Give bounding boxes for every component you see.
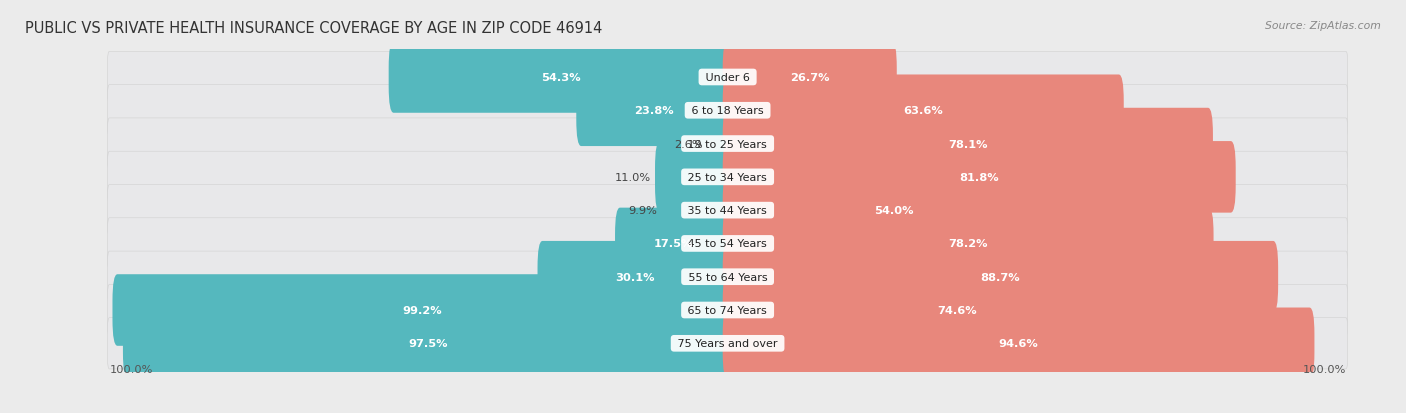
Text: 11.0%: 11.0% [614,173,651,183]
FancyBboxPatch shape [723,308,1315,379]
FancyBboxPatch shape [723,142,1236,213]
FancyBboxPatch shape [723,75,1123,147]
FancyBboxPatch shape [107,119,1347,170]
Text: 99.2%: 99.2% [402,305,443,315]
Text: 17.5%: 17.5% [654,239,693,249]
Text: 88.7%: 88.7% [980,272,1021,282]
Text: 23.8%: 23.8% [634,106,675,116]
FancyBboxPatch shape [655,142,733,213]
Text: Source: ZipAtlas.com: Source: ZipAtlas.com [1265,21,1381,31]
Text: 26.7%: 26.7% [790,73,830,83]
Text: 35 to 44 Years: 35 to 44 Years [685,206,770,216]
Text: 78.1%: 78.1% [948,139,987,149]
Text: 55 to 64 Years: 55 to 64 Years [685,272,770,282]
FancyBboxPatch shape [537,241,733,313]
Text: 25 to 34 Years: 25 to 34 Years [685,173,770,183]
FancyBboxPatch shape [107,52,1347,103]
Text: 75 Years and over: 75 Years and over [673,339,782,349]
FancyBboxPatch shape [723,208,1213,280]
FancyBboxPatch shape [107,185,1347,236]
Text: 54.0%: 54.0% [875,206,914,216]
FancyBboxPatch shape [707,109,733,180]
Text: PUBLIC VS PRIVATE HEALTH INSURANCE COVERAGE BY AGE IN ZIP CODE 46914: PUBLIC VS PRIVATE HEALTH INSURANCE COVER… [25,21,603,36]
FancyBboxPatch shape [107,318,1347,369]
FancyBboxPatch shape [662,175,733,246]
Text: 6 to 18 Years: 6 to 18 Years [688,106,768,116]
FancyBboxPatch shape [107,218,1347,269]
FancyBboxPatch shape [723,42,897,114]
FancyBboxPatch shape [576,75,733,147]
Text: 19 to 25 Years: 19 to 25 Years [685,139,770,149]
Text: 81.8%: 81.8% [959,173,1000,183]
FancyBboxPatch shape [614,208,733,280]
FancyBboxPatch shape [723,109,1213,180]
Text: 54.3%: 54.3% [541,73,581,83]
FancyBboxPatch shape [723,275,1191,346]
Text: 30.1%: 30.1% [616,272,655,282]
Text: 2.6%: 2.6% [673,139,703,149]
FancyBboxPatch shape [107,252,1347,303]
Text: 65 to 74 Years: 65 to 74 Years [685,305,770,315]
FancyBboxPatch shape [107,152,1347,203]
FancyBboxPatch shape [107,85,1347,137]
FancyBboxPatch shape [122,308,733,379]
FancyBboxPatch shape [112,275,733,346]
Text: 100.0%: 100.0% [110,364,153,374]
Text: 78.2%: 78.2% [949,239,988,249]
Text: 45 to 54 Years: 45 to 54 Years [685,239,770,249]
Text: 74.6%: 74.6% [938,305,977,315]
Text: 100.0%: 100.0% [1302,364,1346,374]
FancyBboxPatch shape [723,241,1278,313]
FancyBboxPatch shape [723,175,1064,246]
Text: 9.9%: 9.9% [628,206,658,216]
FancyBboxPatch shape [388,42,733,114]
Text: 97.5%: 97.5% [408,339,447,349]
FancyBboxPatch shape [107,285,1347,336]
Text: Under 6: Under 6 [702,73,754,83]
Text: 63.6%: 63.6% [903,106,943,116]
Text: 94.6%: 94.6% [998,339,1039,349]
